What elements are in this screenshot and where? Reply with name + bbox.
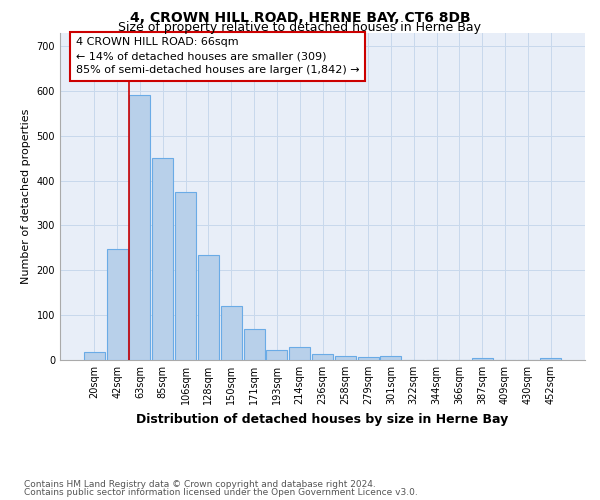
Bar	[540, 358, 561, 360]
Bar	[152, 158, 173, 360]
Bar	[84, 352, 105, 360]
X-axis label: Distribution of detached houses by size in Herne Bay: Distribution of detached houses by size …	[136, 412, 509, 426]
Bar	[266, 350, 287, 360]
Bar	[221, 306, 242, 360]
Text: 4 CROWN HILL ROAD: 66sqm
← 14% of detached houses are smaller (309)
85% of semi-: 4 CROWN HILL ROAD: 66sqm ← 14% of detach…	[76, 38, 359, 76]
Text: Contains public sector information licensed under the Open Government Licence v3: Contains public sector information licen…	[24, 488, 418, 497]
Text: 4, CROWN HILL ROAD, HERNE BAY, CT6 8DB: 4, CROWN HILL ROAD, HERNE BAY, CT6 8DB	[130, 11, 470, 25]
Bar	[289, 346, 310, 360]
Bar	[358, 357, 379, 360]
Bar	[312, 354, 333, 360]
Bar	[107, 248, 128, 360]
Bar	[335, 356, 356, 360]
Bar	[244, 330, 265, 360]
Bar	[198, 254, 219, 360]
Bar	[175, 192, 196, 360]
Y-axis label: Number of detached properties: Number of detached properties	[21, 108, 31, 284]
Bar	[472, 358, 493, 360]
Bar	[130, 96, 151, 360]
Text: Size of property relative to detached houses in Herne Bay: Size of property relative to detached ho…	[119, 22, 482, 35]
Text: Contains HM Land Registry data © Crown copyright and database right 2024.: Contains HM Land Registry data © Crown c…	[24, 480, 376, 489]
Bar	[380, 356, 401, 360]
